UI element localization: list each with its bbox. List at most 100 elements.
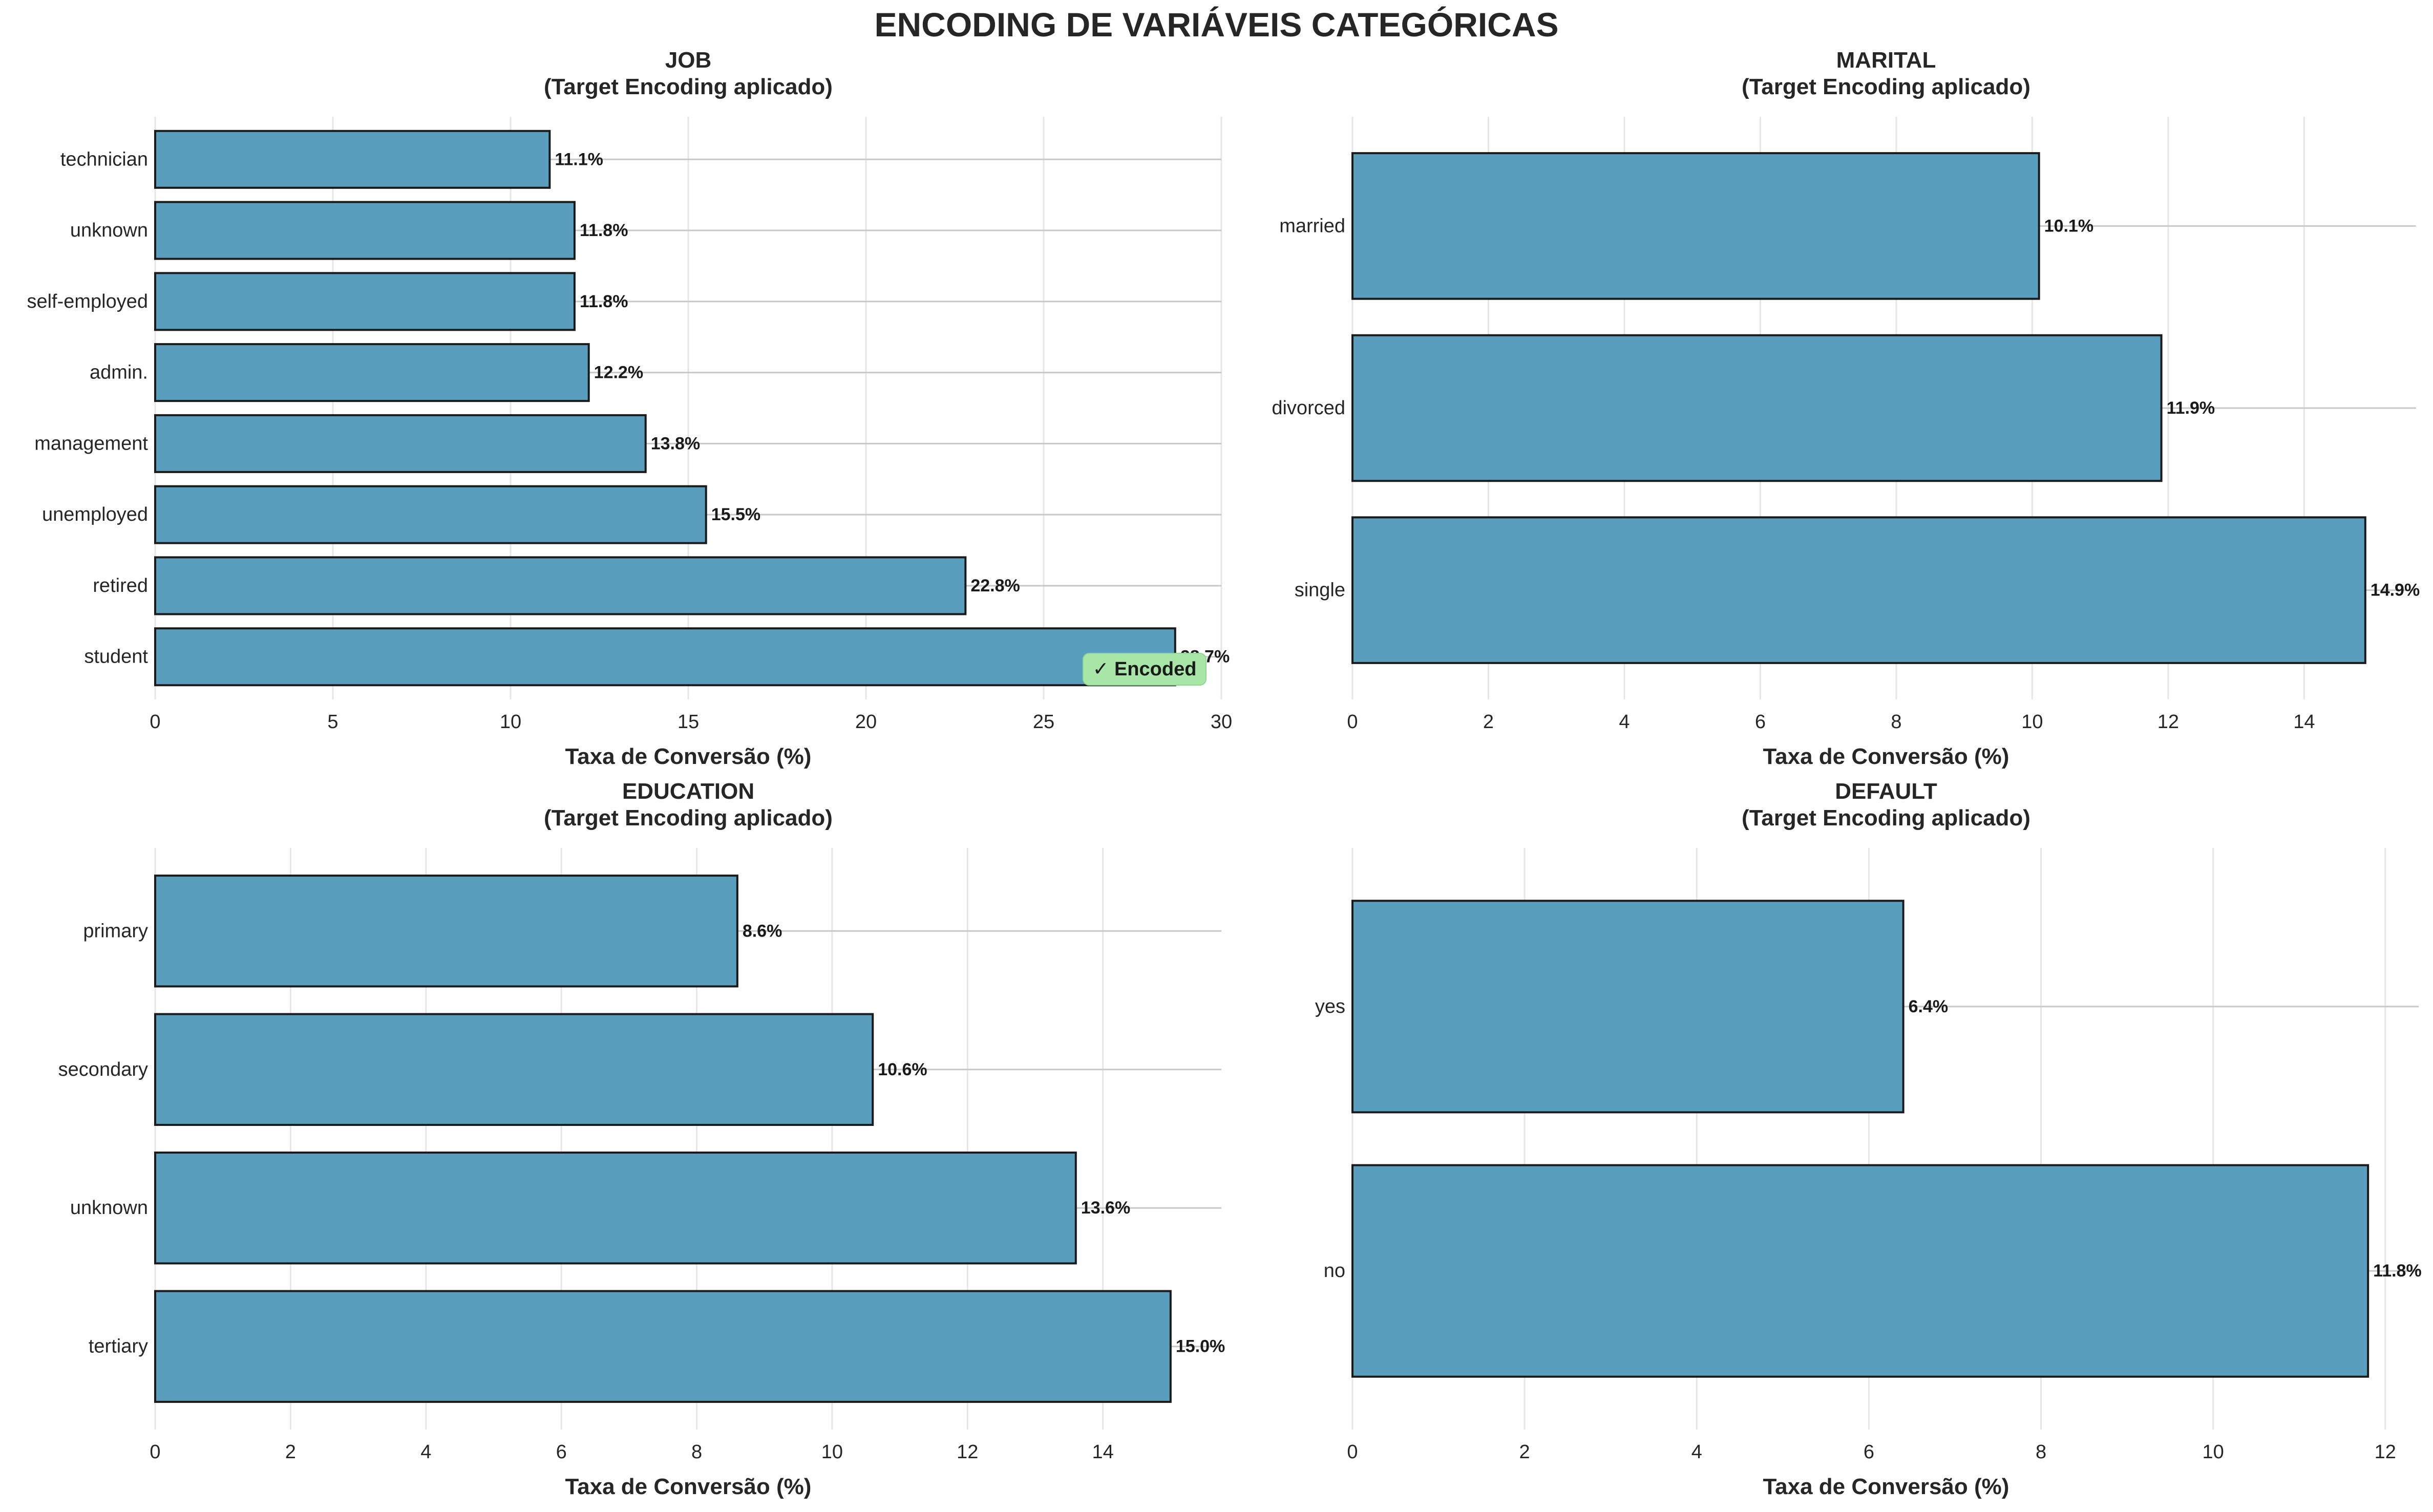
- value-label: 11.8%: [580, 221, 628, 240]
- x-tick-label: 6: [1755, 711, 1766, 733]
- value-label: 15.0%: [1176, 1337, 1225, 1356]
- bar-retired: [154, 556, 967, 615]
- x-tick-label: 8: [691, 1441, 702, 1463]
- x-tick-label: 5: [327, 711, 338, 733]
- panel-subtitle: (Target Encoding aplicado): [1742, 805, 2030, 830]
- bar-unknown: [154, 201, 576, 260]
- chart-panel-4: yes 6.4% no 11.8% 0 2 4 6 8 10 12 Taxa de Conversão…: [1315, 779, 2422, 1499]
- value-label: 10.1%: [2044, 216, 2093, 236]
- category-label: admin.: [90, 362, 148, 384]
- value-label: 12.2%: [594, 363, 643, 382]
- category-label: unemployed: [42, 504, 148, 525]
- bar-self-employed: [154, 272, 576, 331]
- value-label: 15.5%: [711, 505, 760, 524]
- value-label: 11.8%: [2373, 1261, 2422, 1281]
- x-tick-label: 4: [1691, 1441, 1702, 1463]
- x-tick-label: 14: [1092, 1441, 1114, 1463]
- bar-married: [1351, 152, 2040, 300]
- x-tick-label: 10: [2203, 1441, 2224, 1463]
- x-tick-label: 20: [855, 711, 877, 733]
- x-tick-label: 4: [1619, 711, 1630, 733]
- value-label: 11.9%: [2167, 398, 2215, 418]
- x-tick-label: 8: [1891, 711, 1901, 733]
- value-label: 22.8%: [970, 576, 1020, 595]
- x-tick-label: 10: [821, 1441, 843, 1463]
- category-label: student: [84, 646, 148, 668]
- category-label: management: [34, 433, 148, 454]
- category-label: secondary: [58, 1059, 148, 1080]
- category-label: divorced: [1272, 397, 1345, 419]
- bar-single: [1351, 516, 2366, 664]
- x-tick-label: 10: [500, 711, 521, 733]
- x-tick-label: 12: [2157, 711, 2179, 733]
- panel-title: MARITAL: [1836, 48, 1936, 73]
- bar-primary: [154, 875, 738, 988]
- bar-management: [154, 414, 647, 473]
- value-label: 10.6%: [878, 1060, 927, 1079]
- category-label: technician: [60, 148, 148, 170]
- chart-panel-3: primary 8.6% secondary 10.6% unknown 13.6% ter…: [58, 779, 1225, 1499]
- bar-no: [1351, 1164, 2369, 1378]
- x-tick-label: 25: [1033, 711, 1054, 733]
- value-label: 11.8%: [580, 292, 628, 311]
- bar-unemployed: [154, 485, 707, 544]
- category-label: married: [1279, 215, 1345, 237]
- category-label: yes: [1315, 996, 1345, 1017]
- value-label: 11.1%: [555, 150, 603, 169]
- bar-tertiary: [154, 1290, 1172, 1403]
- chart-panel-2: married 10.1% divorced 11.9% single 14.9% 0 2 4 6…: [1272, 48, 2420, 769]
- value-label: 6.4%: [1909, 997, 1949, 1016]
- x-axis-label: Taxa de Conversão (%): [565, 744, 812, 769]
- x-tick-label: 6: [556, 1441, 567, 1463]
- bar-secondary: [154, 1013, 874, 1126]
- category-label: no: [1324, 1260, 1345, 1282]
- x-tick-label: 0: [150, 711, 160, 733]
- x-tick-label: 0: [150, 1441, 160, 1463]
- category-label: primary: [83, 920, 148, 942]
- x-axis-label: Taxa de Conversão (%): [565, 1474, 812, 1499]
- x-tick-label: 2: [1519, 1441, 1530, 1463]
- category-label: unknown: [70, 220, 148, 241]
- bar-student: [154, 627, 1176, 687]
- panel-title: EDUCATION: [622, 779, 754, 804]
- bar-yes: [1351, 900, 1905, 1114]
- x-tick-label: 12: [957, 1441, 978, 1463]
- x-tick-label: 0: [1347, 711, 1358, 733]
- category-label: retired: [93, 575, 148, 597]
- x-axis-label: Taxa de Conversão (%): [1763, 744, 2009, 769]
- x-tick-label: 2: [1483, 711, 1494, 733]
- x-tick-label: 12: [2375, 1441, 2396, 1463]
- x-tick-label: 0: [1347, 1441, 1358, 1463]
- x-tick-label: 15: [678, 711, 699, 733]
- encoded-badge-label: ✓ Encoded: [1093, 658, 1197, 680]
- x-tick-label: 30: [1211, 711, 1232, 733]
- value-label: 8.6%: [743, 921, 782, 941]
- panel-title: JOB: [665, 48, 711, 73]
- bar-divorced: [1351, 334, 2163, 482]
- value-label: 13.8%: [651, 434, 700, 453]
- panel-subtitle: (Target Encoding aplicado): [1742, 74, 2030, 99]
- category-label: tertiary: [89, 1336, 148, 1357]
- bar-admin.: [154, 343, 590, 402]
- panel-title: DEFAULT: [1835, 779, 1937, 804]
- panel-subtitle: (Target Encoding aplicado): [544, 805, 833, 830]
- bar-technician: [154, 130, 551, 189]
- figure-title: ENCODING DE VARIÁVEIS CATEGÓRICAS: [874, 6, 1559, 44]
- value-label: 14.9%: [2371, 581, 2420, 600]
- chart-panel-1: technician 11.1% unknown 11.8% self-employed…: [27, 48, 1232, 769]
- category-label: single: [1295, 580, 1345, 601]
- x-tick-label: 8: [2036, 1441, 2046, 1463]
- x-tick-label: 6: [1864, 1441, 1874, 1463]
- encoded-badge: [1083, 653, 1207, 686]
- x-tick-label: 4: [420, 1441, 431, 1463]
- x-axis-label: Taxa de Conversão (%): [1763, 1474, 2009, 1499]
- value-label: 13.6%: [1081, 1198, 1130, 1218]
- category-label: unknown: [70, 1197, 148, 1219]
- category-label: self-employed: [27, 291, 148, 312]
- x-tick-label: 14: [2293, 711, 2315, 733]
- bar-unknown: [154, 1152, 1077, 1265]
- panel-subtitle: (Target Encoding aplicado): [544, 74, 833, 99]
- x-tick-label: 2: [285, 1441, 296, 1463]
